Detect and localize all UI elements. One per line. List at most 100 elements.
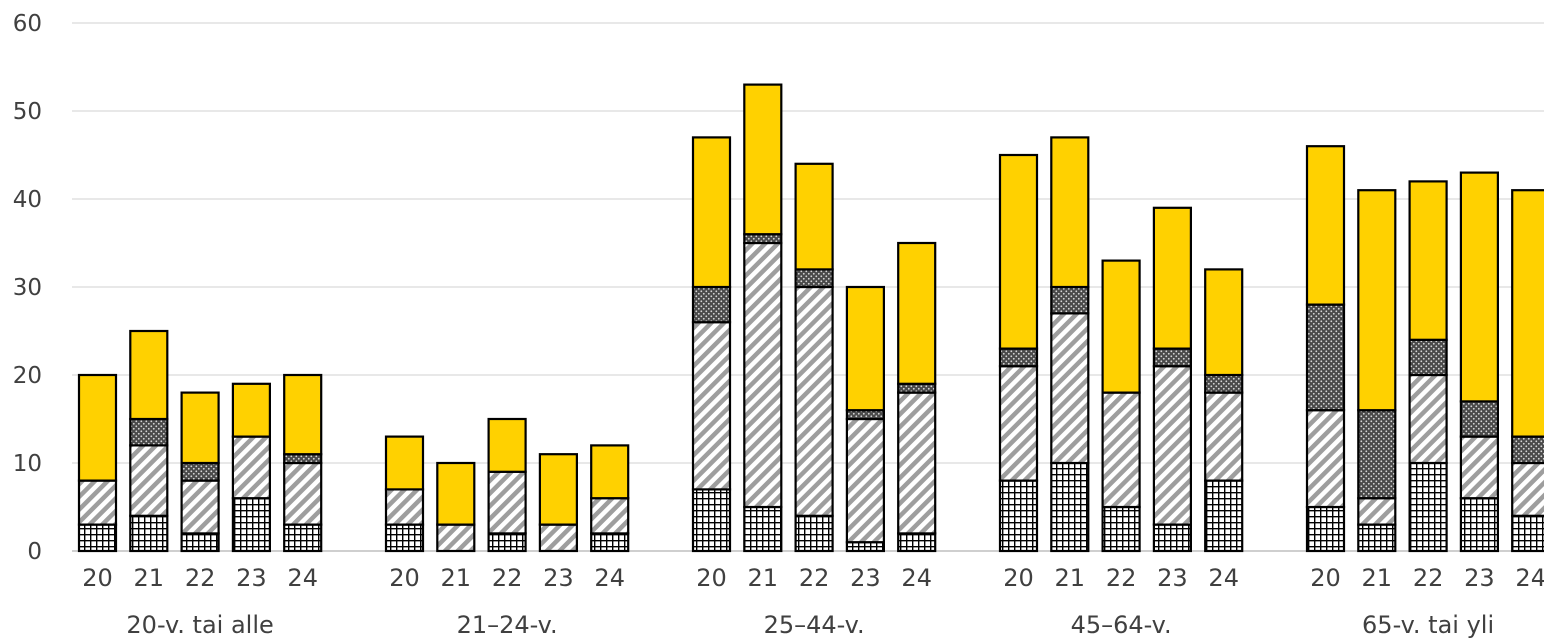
diagonal-stripes-segment bbox=[1511, 461, 1544, 517]
x-tick-label: 21 bbox=[441, 564, 472, 592]
x-tick-label: 24 bbox=[287, 564, 318, 592]
bar bbox=[283, 373, 323, 553]
bar bbox=[743, 83, 783, 553]
yellow-segment bbox=[590, 444, 630, 500]
dark-dots-segment bbox=[743, 233, 783, 245]
y-tick-label: 20 bbox=[13, 363, 42, 389]
grid-pattern-segment bbox=[1101, 505, 1141, 553]
dark-dots-segment bbox=[1204, 373, 1244, 394]
bar bbox=[691, 136, 732, 553]
bar bbox=[1204, 268, 1244, 553]
yellow-segment bbox=[1204, 268, 1244, 377]
yellow-segment bbox=[77, 373, 118, 482]
yellow-segment bbox=[231, 382, 271, 438]
grid-pattern-segment bbox=[794, 514, 834, 553]
diagonal-stripes-segment bbox=[1357, 497, 1397, 526]
x-axis: 20 21 22 23 24 20-v. tai alle 20 21 22 23 24 21–24-… bbox=[82, 564, 1544, 639]
x-tick-label: 22 bbox=[185, 564, 216, 592]
x-tick-label: 22 bbox=[1413, 564, 1444, 592]
y-tick-label: 30 bbox=[13, 275, 42, 301]
x-tick-label: 21 bbox=[1055, 564, 1086, 592]
x-tick-label: 20 bbox=[696, 564, 727, 592]
y-tick-label: 60 bbox=[13, 11, 42, 37]
diagonal-stripes-segment bbox=[897, 391, 937, 535]
bar bbox=[794, 162, 834, 553]
diagonal-stripes-segment bbox=[77, 479, 118, 526]
x-tick-label: 20 bbox=[389, 564, 420, 592]
diagonal-stripes-segment bbox=[283, 461, 323, 526]
grid-pattern-segment bbox=[1357, 523, 1397, 553]
yellow-segment bbox=[845, 285, 886, 412]
grid-pattern-segment bbox=[691, 488, 732, 553]
grid-pattern-segment bbox=[1204, 479, 1244, 553]
dark-dots-segment bbox=[1050, 285, 1090, 315]
y-axis: 0 10 20 30 40 50 60 bbox=[13, 11, 42, 565]
diagonal-stripes-segment bbox=[590, 497, 630, 535]
bar bbox=[538, 453, 579, 553]
diagonal-stripes-segment bbox=[845, 417, 886, 544]
grid-pattern-segment bbox=[897, 532, 937, 553]
group-label: 45–64-v. bbox=[1071, 611, 1172, 639]
x-tick-label: 23 bbox=[543, 564, 574, 592]
bar bbox=[487, 417, 527, 553]
yellow-segment bbox=[1408, 180, 1448, 341]
grid-pattern-segment bbox=[231, 497, 271, 553]
group-label: 20-v. tai alle bbox=[126, 611, 273, 639]
yellow-segment bbox=[1511, 189, 1544, 438]
bar bbox=[77, 373, 118, 553]
yellow-segment bbox=[384, 435, 425, 491]
y-tick-label: 50 bbox=[13, 99, 42, 125]
grid-pattern-segment bbox=[998, 479, 1039, 553]
diagonal-stripes-segment bbox=[487, 470, 527, 535]
yellow-segment bbox=[794, 162, 834, 271]
grid-pattern-segment bbox=[743, 505, 783, 553]
dark-dots-segment bbox=[129, 417, 169, 447]
dark-dots-segment bbox=[1305, 303, 1346, 412]
x-tick-label: 24 bbox=[594, 564, 625, 592]
grid-pattern-segment bbox=[845, 541, 886, 553]
diagonal-stripes-segment bbox=[538, 523, 579, 553]
dark-dots-segment bbox=[998, 347, 1039, 368]
dark-dots-segment bbox=[1408, 338, 1448, 377]
dark-dots-segment bbox=[897, 382, 937, 394]
yellow-segment bbox=[1152, 206, 1193, 350]
y-tick-label: 10 bbox=[13, 451, 42, 477]
x-tick-label: 20 bbox=[1003, 564, 1034, 592]
grid-pattern-segment bbox=[487, 532, 527, 553]
yellow-segment bbox=[283, 373, 323, 456]
dark-dots-segment bbox=[1152, 347, 1193, 368]
yellow-segment bbox=[1357, 189, 1397, 412]
grid-pattern-segment bbox=[1408, 461, 1448, 553]
x-tick-label: 23 bbox=[1464, 564, 1495, 592]
bars bbox=[77, 83, 1544, 553]
bar bbox=[1459, 171, 1500, 553]
yellow-segment bbox=[1305, 145, 1346, 306]
diagonal-stripes-segment bbox=[794, 285, 834, 517]
diagonal-stripes-segment bbox=[691, 321, 732, 491]
bar bbox=[590, 444, 630, 553]
diagonal-stripes-segment bbox=[1101, 391, 1141, 509]
grid-pattern-segment bbox=[1050, 461, 1090, 553]
dark-dots-segment bbox=[283, 453, 323, 465]
grid-pattern-segment bbox=[1305, 505, 1346, 553]
diagonal-stripes-segment bbox=[998, 365, 1039, 482]
bar bbox=[1305, 145, 1346, 553]
yellow-segment bbox=[487, 417, 527, 473]
yellow-segment bbox=[436, 461, 476, 526]
dark-dots-segment bbox=[1357, 409, 1397, 500]
diagonal-stripes-segment bbox=[180, 479, 220, 535]
diagonal-stripes-segment bbox=[1459, 435, 1500, 500]
x-tick-label: 20 bbox=[1310, 564, 1341, 592]
dark-dots-segment bbox=[794, 268, 834, 289]
bar bbox=[1357, 189, 1397, 553]
grid-pattern-segment bbox=[129, 514, 169, 553]
diagonal-stripes-segment bbox=[1152, 365, 1193, 526]
x-tick-label: 21 bbox=[748, 564, 779, 592]
grid-pattern-segment bbox=[180, 532, 220, 553]
bar bbox=[897, 241, 937, 553]
x-tick-label: 24 bbox=[1515, 564, 1544, 592]
yellow-segment bbox=[743, 83, 783, 236]
grid-pattern-segment bbox=[384, 523, 425, 553]
diagonal-stripes-segment bbox=[1305, 409, 1346, 509]
bar bbox=[845, 285, 886, 553]
